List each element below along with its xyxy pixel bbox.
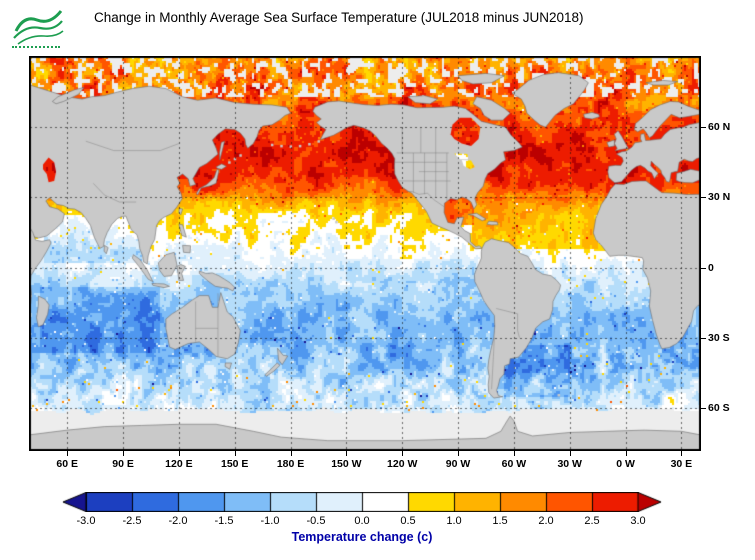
colorbar-tick-label: 0.0 xyxy=(354,515,370,527)
colorbar-tick-label: -2.0 xyxy=(168,515,188,527)
lon-axis-tick xyxy=(514,451,515,456)
colorbar-tick-label: -2.5 xyxy=(122,515,142,527)
colorbar-tick-label: -3.0 xyxy=(76,515,96,527)
lon-axis-tick xyxy=(235,451,236,456)
colorbar-tick-label: -1.0 xyxy=(260,515,280,527)
lon-axis-tick xyxy=(570,451,571,456)
lon-axis-label: 0 W xyxy=(616,458,635,470)
colorbar-tick-label: 0.5 xyxy=(400,515,416,527)
colorbar-tick-label: -0.5 xyxy=(306,515,326,527)
lon-axis-tick xyxy=(346,451,347,456)
lon-axis-tick xyxy=(458,451,459,456)
lon-axis-tick xyxy=(626,451,627,456)
agency-logo-icon xyxy=(13,10,64,45)
lon-axis-label: 150 W xyxy=(331,458,362,470)
figure-title: Change in Monthly Average Sea Surface Te… xyxy=(94,10,584,25)
lon-axis-label: 120 E xyxy=(165,458,193,470)
lon-axis-label: 150 E xyxy=(220,458,249,470)
colorbar-caption: Temperature change (c) xyxy=(291,530,433,544)
colorbar-tick-label: -1.5 xyxy=(214,515,234,527)
lat-axis-label: 60 S xyxy=(708,401,730,414)
lon-axis-tick xyxy=(291,451,292,456)
sst-change-map-canvas xyxy=(30,57,700,450)
lat-axis-label: 30 S xyxy=(708,331,730,344)
lon-axis-tick xyxy=(123,451,124,456)
lat-axis-tick xyxy=(701,197,706,198)
lat-axis-label: 0 xyxy=(708,261,714,274)
colorbar-tick-label: 2.0 xyxy=(538,515,554,527)
colorbar-tick-label: 2.5 xyxy=(584,515,600,527)
lon-axis-label: 30 E xyxy=(670,458,693,470)
lon-axis-label: 90 W xyxy=(445,458,471,470)
colorbar-canvas xyxy=(62,492,662,512)
lon-axis-tick xyxy=(67,451,68,456)
lon-axis-label: 60 E xyxy=(56,458,79,470)
lon-axis-tick xyxy=(681,451,682,456)
colorbar-tick-label: 1.5 xyxy=(492,515,508,527)
lat-axis-tick xyxy=(701,127,706,128)
colorbar-tick-label: 3.0 xyxy=(630,515,646,527)
lon-axis-label: 120 W xyxy=(387,458,418,470)
lat-axis-tick xyxy=(701,408,706,409)
map-panel xyxy=(29,56,701,451)
lon-axis-label: 90 E xyxy=(112,458,134,470)
colorbar-tick-label: 1.0 xyxy=(446,515,462,527)
lat-axis-tick xyxy=(701,268,706,269)
lon-axis-tick xyxy=(179,451,180,456)
lat-axis-label: 60 N xyxy=(708,121,731,134)
lon-axis-label: 180 E xyxy=(276,458,305,470)
agency-logo-caption xyxy=(12,46,60,48)
lon-axis-label: 60 W xyxy=(501,458,527,470)
lat-axis-label: 30 N xyxy=(708,191,731,204)
lat-axis-tick xyxy=(701,338,706,339)
lon-axis-tick xyxy=(402,451,403,456)
lon-axis-label: 30 W xyxy=(557,458,582,470)
